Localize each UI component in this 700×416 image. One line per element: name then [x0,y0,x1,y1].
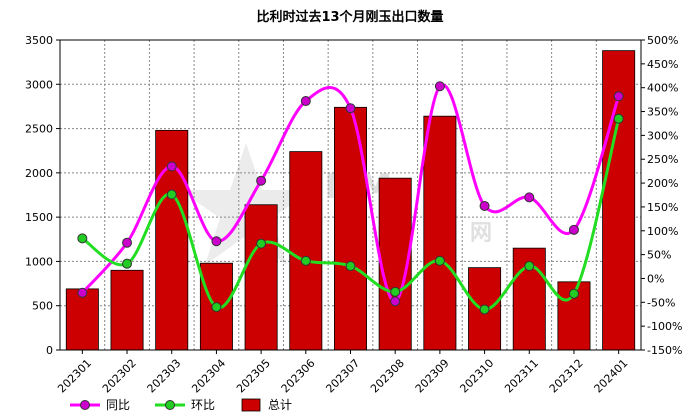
chart-title: 比利时过去13个月刚玉出口数量 [256,9,443,25]
x-tick-label: 202308 [368,357,407,396]
y-left-tick-label: 3500 [25,34,53,47]
legend-marker [80,400,90,410]
point-0-202311 [524,192,535,203]
point-1-202307 [345,261,356,272]
y-right-tick-label: 100% [647,225,678,238]
x-tick-label: 202311 [502,357,541,396]
x-tick-label: 202309 [413,357,452,396]
point-1-202303 [166,189,177,200]
point-1-202311 [524,261,535,272]
point-1-202308 [390,286,401,297]
y-left-tick-label: 0 [46,344,53,357]
bar-202305 [244,204,278,351]
x-tick-label: 202306 [279,357,318,396]
bar-202306 [289,151,323,351]
point-1-202401 [613,113,624,124]
y-right-tick-label: 150% [647,201,678,214]
x-tick-label: 202302 [100,357,139,396]
bar-202309 [423,115,457,351]
point-1-202306 [300,255,311,266]
point-0-202305 [256,175,267,186]
point-0-202304 [211,236,222,247]
y-right-tick-label: 350% [647,106,678,119]
point-1-202309 [434,255,445,266]
y-axis-left: 0 500 1000 1500 2000 2500 3000 3500 [25,34,60,357]
y-right-tick-label: 50% [647,249,671,262]
point-0-202308 [390,296,401,307]
y-axis-right: -150% -100% -50% 0% 50% 100% 150% 200% 250% 300% 3… [641,34,682,357]
y-right-tick-label: 200% [647,177,678,190]
point-0-202312 [568,224,579,235]
point-1-202312 [568,288,579,299]
y-right-tick-label: -150% [647,344,682,357]
bar-202307 [334,106,367,351]
y-right-tick-label: 0% [647,272,664,285]
x-tick-label: 202304 [189,357,228,396]
point-0-202301 [77,287,88,298]
point-0-202306 [300,96,311,107]
y-right-tick-label: 300% [647,129,678,142]
y-right-tick-label: 500% [647,34,678,47]
point-0-202307 [345,103,356,114]
y-left-tick-label: 2000 [25,167,53,180]
x-tick-label: 202303 [145,357,184,396]
legend-label: 环比 [191,398,215,412]
point-1-202301 [77,233,88,244]
legend-label: 同比 [106,398,130,412]
y-left-tick-label: 1000 [25,255,53,268]
y-right-tick-label: 450% [647,58,678,71]
y-right-tick-label: 250% [647,153,678,166]
point-0-202302 [122,237,133,248]
y-right-tick-label: -50% [647,296,675,309]
point-1-202310 [479,304,490,315]
point-0-202309 [434,81,445,92]
legend: 同比 环比 总计 [70,398,292,412]
watermark-star-icon [180,143,312,265]
point-1-202305 [256,238,267,249]
y-left-tick-label: 500 [32,300,53,313]
x-tick-label: 202310 [457,357,496,396]
x-tick-label: 202307 [323,357,362,396]
lines [77,81,624,315]
y-left-tick-label: 1500 [25,211,53,224]
x-tick-label: 202401 [592,357,631,396]
legend-marker [165,400,175,410]
x-tick-label: 202305 [234,357,273,396]
point-0-202303 [166,161,177,172]
x-axis: 202301 202302 202303 202304 202305 202306 2023… [55,350,630,395]
x-tick-label: 202312 [547,357,586,396]
point-0-202401 [613,91,624,102]
y-left-tick-label: 3000 [25,78,53,91]
y-right-tick-label: 400% [647,82,678,95]
point-0-202310 [479,200,490,211]
watermark-text-2: 网 [470,221,492,246]
y-right-tick-label: -100% [647,320,682,333]
bar-202302 [110,269,144,351]
x-tick-label: 202301 [55,357,94,396]
point-1-202302 [122,258,133,269]
bar-202301 [65,288,99,351]
legend-label: 总计 [268,398,292,412]
bars [65,50,636,351]
y-left-tick-label: 2500 [25,123,53,136]
legend-bar-swatch [241,398,261,412]
point-1-202304 [211,302,222,313]
